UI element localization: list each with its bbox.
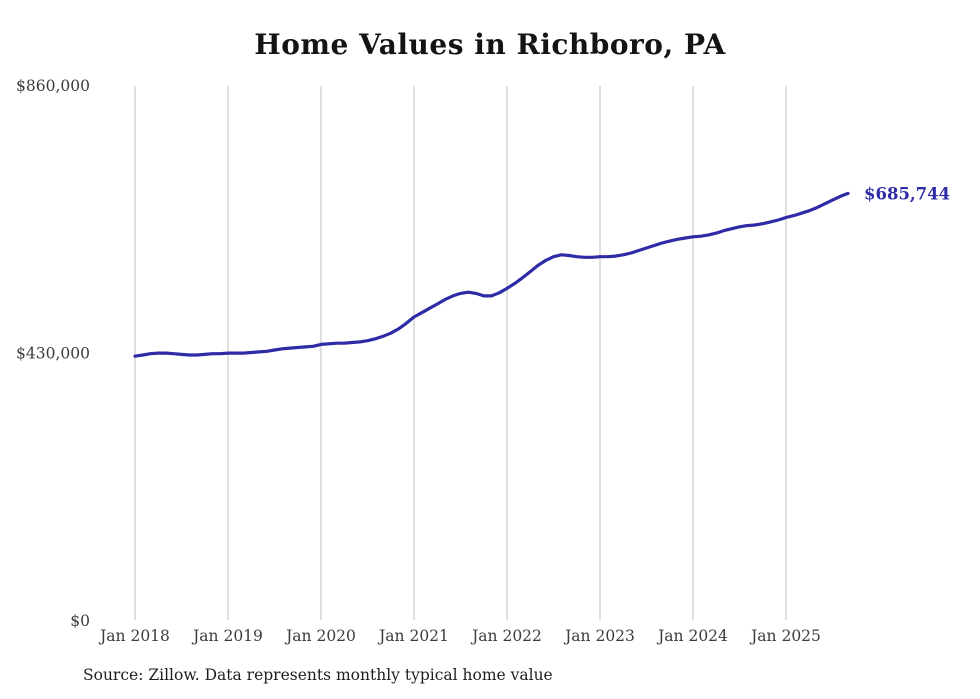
x-tick-label: Jan 2019	[191, 627, 263, 645]
source-note: Source: Zillow. Data represents monthly …	[83, 666, 553, 684]
x-tick-label: Jan 2020	[284, 627, 356, 645]
end-value-label: $685,744	[864, 184, 950, 203]
x-tick-label: Jan 2023	[563, 627, 635, 645]
x-tick-label: Jan 2025	[749, 627, 821, 645]
x-tick-label: Jan 2022	[470, 627, 542, 645]
x-tick-label: Jan 2021	[377, 627, 449, 645]
y-tick-label: $860,000	[16, 77, 90, 95]
y-tick-label: $430,000	[16, 345, 90, 363]
chart-title: Home Values in Richboro, PA	[254, 28, 726, 61]
x-tick-label: Jan 2024	[656, 627, 728, 645]
home-value-line	[133, 191, 850, 358]
y-tick-label: $0	[70, 612, 90, 630]
x-tick-label: Jan 2018	[98, 627, 170, 645]
